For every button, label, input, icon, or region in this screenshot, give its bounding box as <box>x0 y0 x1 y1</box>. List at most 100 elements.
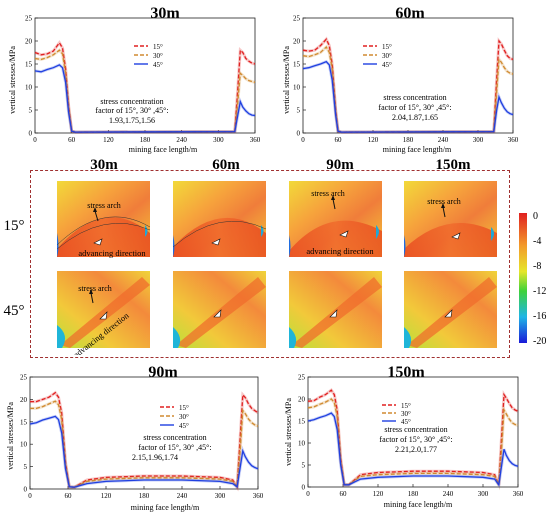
y-tick-label: 20 <box>293 38 301 46</box>
annotation-advancing-direction: advancing direction <box>78 248 146 258</box>
chart-title: 150m <box>387 364 425 381</box>
y-tick-label: 10 <box>25 84 33 92</box>
annotation-line-2: factor of 15°, 30° ,45°: <box>379 435 452 444</box>
y-tick-label: 5 <box>302 462 306 470</box>
legend-label-15: 15° <box>179 404 189 412</box>
legend: 15° 30° 45° <box>134 43 163 69</box>
col-title-30m: 30m <box>90 157 118 173</box>
x-tick-label: 360 <box>253 492 264 500</box>
x-tick-label: 300 <box>213 136 224 144</box>
annotation-stress-arch: stress arch <box>311 189 345 198</box>
chart-title: 90m <box>148 364 178 381</box>
y-tick-label: 15 <box>25 61 33 69</box>
col-title-150m: 150m <box>436 157 472 173</box>
x-tick-label: 0 <box>33 136 37 144</box>
legend-label-45: 45° <box>179 422 189 430</box>
plot-area: 0 60 120 180 240 300 360 0 5 10 15 20 25 <box>293 15 519 145</box>
y-tick-label: 10 <box>293 84 301 92</box>
series-line-2 <box>307 412 519 487</box>
y-axis-label: vertical stresses/MPa <box>6 402 15 470</box>
y-tick-label: 5 <box>29 107 33 115</box>
y-tick-label: 20 <box>298 396 306 404</box>
annotation-line-1: stress concentration <box>143 433 206 442</box>
x-tick-label: 300 <box>478 490 489 498</box>
chart-150m: 150m 0 60 120 180 240 300 360 0 5 10 15 20 25 vertic… <box>284 364 524 509</box>
contour-15-150m: stress arch <box>404 181 497 257</box>
x-tick-label: 0 <box>306 490 310 498</box>
y-tick-label: 0 <box>302 484 306 492</box>
x-tick-label: 180 <box>140 136 151 144</box>
x-tick-label: 120 <box>101 492 112 500</box>
legend: 15° 30° 45° <box>160 404 189 430</box>
x-tick-label: 300 <box>473 136 484 144</box>
x-tick-label: 360 <box>250 136 261 144</box>
colorbar: 0 -4 -8 -12 -16 -20 <box>519 211 546 347</box>
y-tick-label: 0 <box>297 130 301 138</box>
contour-panel-frame <box>30 170 510 358</box>
x-tick-label: 300 <box>215 492 226 500</box>
annotation-line-2: factor of 15°, 30° ,45°: <box>95 106 168 115</box>
legend: 15° 30° 45° <box>382 402 411 426</box>
x-tick-label: 120 <box>103 136 114 144</box>
legend-label-15: 15° <box>382 43 392 51</box>
y-tick-label: 10 <box>20 441 28 449</box>
contour-panel: 30m 60m 90m 150m 15° 45° stress arch adv… <box>4 157 547 355</box>
annotation-line-2: factor of 15°, 30° ,45°: <box>138 443 211 452</box>
colorbar-tick: 0 <box>533 211 538 222</box>
y-tick-label: 25 <box>298 374 306 382</box>
contour-45-150m <box>404 271 497 348</box>
y-tick-label: 15 <box>293 61 301 69</box>
row-label-15: 15° <box>4 218 25 234</box>
x-axis-label: mining face length/m <box>129 145 198 154</box>
y-tick-label: 20 <box>25 38 33 46</box>
x-tick-label: 240 <box>177 492 188 500</box>
plot-area: 0 60 120 180 240 300 360 0 5 10 15 20 25 <box>20 374 264 501</box>
legend-label-15: 15° <box>153 43 163 51</box>
x-axis-label: mining face length/m <box>383 145 452 154</box>
plot-area: 0 60 120 180 240 300 360 0 5 10 15 20 25 <box>298 374 524 499</box>
x-tick-label: 0 <box>28 492 32 500</box>
y-tick-label: 25 <box>293 15 301 23</box>
series-line-1 <box>30 400 259 489</box>
x-axis-label: mining face length/m <box>131 503 200 512</box>
x-tick-label: 180 <box>408 490 419 498</box>
y-tick-label: 20 <box>20 396 28 404</box>
col-title-90m: 90m <box>326 157 354 173</box>
y-tick-label: 5 <box>24 463 28 471</box>
x-tick-label: 60 <box>335 136 343 144</box>
legend-label-45: 45° <box>153 61 163 69</box>
colorbar-tick: -4 <box>533 236 541 247</box>
legend-label-30: 30° <box>179 413 189 421</box>
annotation-line-2: factor of 15°, 30° ,45°: <box>378 103 451 112</box>
annotation-stress-arch: stress arch <box>427 197 461 206</box>
y-tick-label: 25 <box>20 374 28 382</box>
x-tick-label: 360 <box>513 490 524 498</box>
contour-15-90m: stress arch advancing direction <box>289 181 382 257</box>
y-tick-label: 25 <box>25 15 33 23</box>
series-line-0 <box>30 391 259 489</box>
series-line-2 <box>34 64 256 133</box>
annotation-line-1: stress concentration <box>384 425 447 434</box>
chart-30m: 30m 0 60 120 180 240 300 360 0 5 10 15 20 25 vertica… <box>8 5 261 154</box>
y-tick-label: 15 <box>20 418 28 426</box>
contour-15-30m: stress arch advancing direction <box>56 181 151 258</box>
y-tick-label: 0 <box>24 486 28 494</box>
x-tick-label: 60 <box>340 490 348 498</box>
legend-label-30: 30° <box>401 410 411 418</box>
x-tick-label: 0 <box>301 136 305 144</box>
contour-45-30m: stress arch advancing direction <box>57 271 150 355</box>
legend-label-45: 45° <box>401 418 411 426</box>
x-tick-label: 240 <box>176 136 187 144</box>
x-tick-label: 120 <box>373 490 384 498</box>
legend: 15° 30° 45° <box>363 43 392 69</box>
y-axis-label: vertical stresses/MPa <box>282 46 291 114</box>
series-line-2 <box>302 60 514 133</box>
annotation-line-1: stress concentration <box>100 97 163 106</box>
series-line-1 <box>302 45 514 133</box>
colorbar-tick: -20 <box>533 336 546 347</box>
col-title-60m: 60m <box>212 157 240 173</box>
chart-60m: 60m 0 60 120 180 240 300 360 0 5 10 15 20 25 vertica… <box>282 5 519 154</box>
series-line-2 <box>29 415 259 488</box>
colorbar-tick: -12 <box>533 286 546 297</box>
annotation-stress-arch: stress arch <box>78 284 112 293</box>
